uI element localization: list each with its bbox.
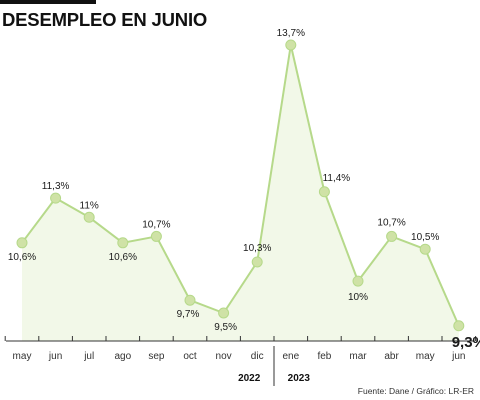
data-point	[453, 320, 465, 332]
x-tick-label: abr	[384, 351, 399, 362]
x-tick-label: oct	[183, 351, 197, 362]
data-label: 10,5%	[411, 232, 439, 243]
data-label: 9,5%	[214, 322, 237, 333]
x-tick-label: ago	[114, 351, 131, 362]
data-label: 11,3%	[42, 181, 70, 192]
data-label: 10,6%	[109, 252, 137, 263]
year-label: 2022	[238, 373, 261, 384]
data-point	[352, 275, 364, 287]
data-point	[184, 294, 196, 306]
x-tick-label: mar	[349, 351, 367, 362]
title-accent-bar	[0, 0, 96, 4]
data-label: 10%	[348, 292, 368, 303]
area-fill	[22, 45, 459, 341]
x-tick-label: may	[13, 351, 32, 362]
data-point	[386, 230, 398, 242]
year-label: 2023	[288, 373, 311, 384]
source-credit: Fuente: Dane / Gráfico: LR-ER	[357, 386, 474, 396]
data-point	[318, 186, 330, 198]
x-tick-label: may	[416, 351, 435, 362]
chart-title: DESEMPLEO EN JUNIO	[2, 9, 208, 30]
x-tick-label: dic	[251, 351, 264, 362]
data-point	[150, 230, 162, 242]
x-tick-label: nov	[216, 351, 232, 362]
data-label: 10,7%	[142, 219, 170, 230]
data-label: 11,4%	[323, 173, 351, 184]
x-tick-label: jun	[48, 351, 62, 362]
data-label: 10,3%	[243, 243, 271, 254]
data-point	[419, 243, 431, 255]
data-label: 11%	[80, 200, 99, 211]
data-label: 13,7%	[277, 28, 305, 39]
data-point	[285, 39, 297, 51]
data-point	[50, 192, 62, 204]
data-label: 10,7%	[377, 217, 405, 228]
data-point	[83, 211, 95, 223]
data-point	[251, 256, 263, 268]
x-tick-label: jun	[451, 351, 465, 362]
x-tick-label: ene	[282, 351, 299, 362]
data-point	[117, 237, 129, 249]
data-point	[218, 307, 230, 319]
x-tick-label: jul	[83, 351, 94, 362]
data-label: 10,6%	[8, 252, 36, 263]
data-point	[16, 237, 28, 249]
series-line	[21, 44, 460, 327]
x-tick-label: feb	[317, 351, 331, 362]
data-label: 9,3%	[452, 334, 480, 351]
x-tick-label: sep	[148, 351, 165, 362]
data-label: 9,7%	[177, 309, 200, 320]
